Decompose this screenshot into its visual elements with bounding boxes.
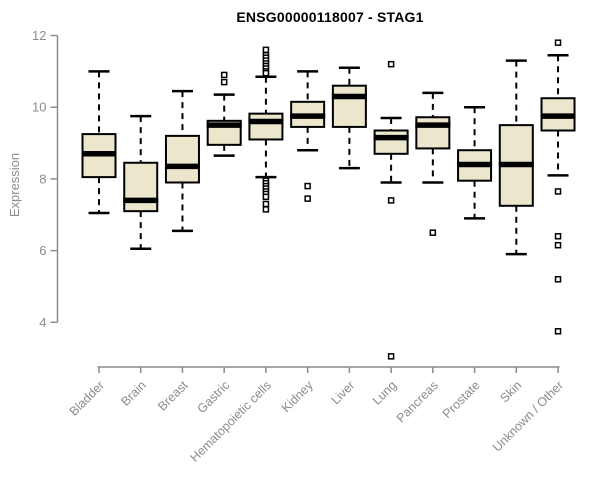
y-tick-label: 8 (39, 171, 46, 186)
pancreas-outlier (429, 229, 437, 236)
x-tick-label: Prostate (440, 378, 483, 421)
hematopoietic-cells-outlier (262, 206, 270, 213)
unknown-other-outlier (554, 39, 562, 46)
unknown-other-outlier (554, 188, 562, 195)
y-tick-label: 6 (39, 243, 46, 258)
lung-box (373, 129, 409, 155)
liver-box (331, 84, 367, 128)
x-tick-label: Skin (497, 378, 524, 405)
unknown-other-outlier (554, 276, 562, 283)
x-tick-label: Gastric (194, 378, 232, 416)
hematopoietic-cells-outlier (262, 46, 270, 54)
kidney-outlier (304, 195, 311, 202)
x-tick-label: Lung (370, 378, 400, 408)
hematopoietic-cells-outlier (262, 200, 270, 208)
lung-outlier (387, 60, 395, 68)
brain-box (123, 161, 159, 213)
hematopoietic-cells-outlier (262, 193, 270, 201)
unknown-other-outlier (554, 328, 562, 335)
x-tick-label: Bladder (67, 378, 107, 418)
hematopoietic-cells-outlier (262, 69, 270, 77)
x-tick-label: Unknown / Other (490, 378, 566, 454)
unknown-other-outlier (554, 241, 562, 249)
breast-box (164, 134, 200, 184)
x-tick-label: Kidney (279, 378, 316, 415)
lung-outlier (387, 197, 395, 204)
chart-title: ENSG00000118007 - STAG1 (236, 9, 424, 25)
lung-outlier (387, 353, 395, 360)
y-tick-label: 10 (32, 100, 46, 115)
x-tick-label: Breast (155, 378, 191, 414)
y-tick-label: 4 (39, 315, 46, 330)
pancreas-box (415, 116, 451, 150)
gastric-outlier (220, 78, 228, 86)
gastric-outlier (220, 71, 228, 79)
kidney-outlier (304, 182, 311, 190)
x-tick-label: Pancreas (394, 378, 441, 425)
x-tick-label: Liver (328, 378, 357, 407)
y-tick-label: 12 (32, 28, 46, 43)
unknown-other-outlier (554, 233, 562, 240)
x-tick-label: Brain (118, 378, 149, 409)
hematopoietic-cells-box (248, 112, 284, 141)
x-tick-label: Hematopoietic cells (187, 378, 274, 465)
